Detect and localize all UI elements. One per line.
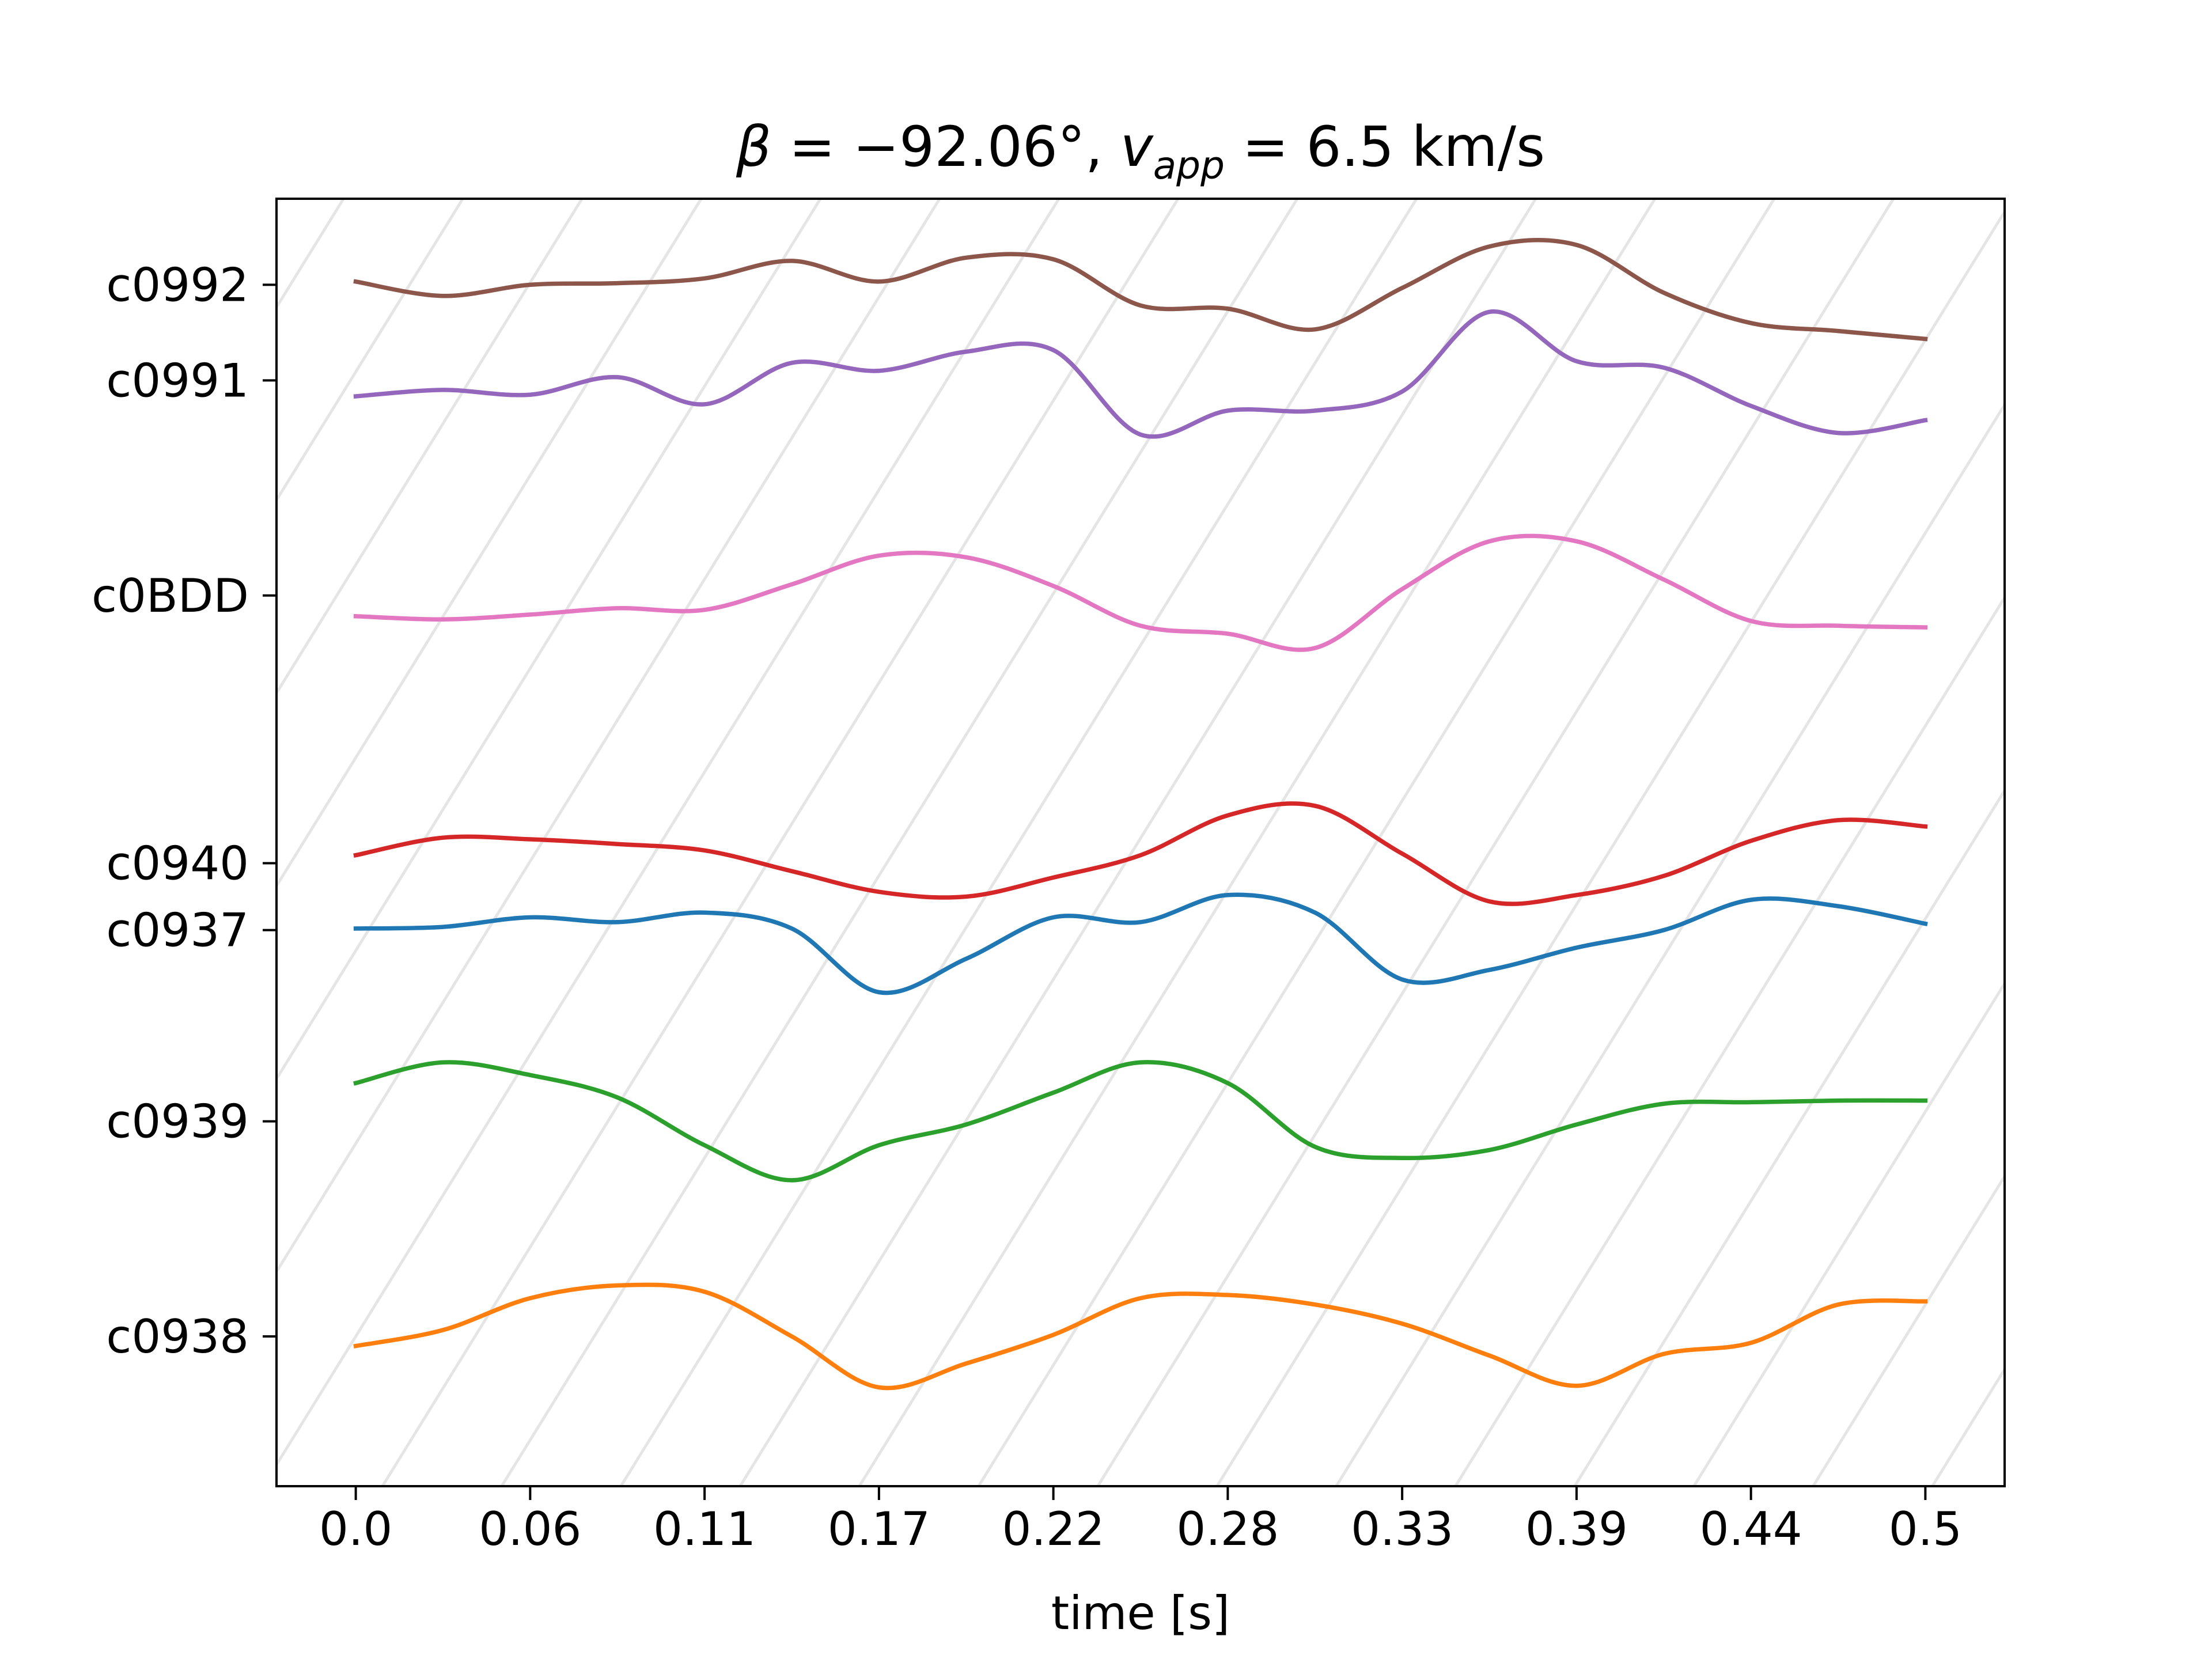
series-line-5 [353,238,1928,342]
series-line-3 [353,801,1928,906]
guide-line [858,199,1657,1486]
guide-line [1692,980,2005,1486]
y-tick-label: c0939 [106,1095,249,1149]
x-axis-ticks: 0.0 0.06 0.11 0.17 0.22 0.28 0.33 0.39 0.44 0.5 [319,1486,1962,1556]
x-tick-label: 0.22 [1002,1502,1105,1556]
x-tick-label: 0.44 [1700,1502,1802,1556]
guide-line [2171,199,2212,1486]
guide-line [619,199,1418,1486]
guide-line [0,199,105,1486]
y-tick-label: c0992 [106,258,249,312]
guide-line [1215,209,2005,1486]
y-tick-label: c0940 [106,836,249,890]
guide-line [276,199,703,889]
guide-line [1573,787,2005,1486]
guide-line [276,199,584,696]
x-tick-label: 0.0 [319,1502,392,1556]
x-tick-label: 0.11 [653,1502,756,1556]
y-tick-label: c0938 [106,1310,249,1363]
guide-line [381,199,1180,1486]
guide-line [1931,1366,2005,1486]
guide-lines [0,199,2212,1486]
guide-line [276,199,1060,1468]
series-group [353,238,1928,1391]
series-line-6 [353,533,1928,652]
y-tick-label: c0991 [106,354,249,407]
guide-line [1812,1173,2005,1486]
guide-line [276,199,464,503]
series-line-2 [353,1060,1928,1183]
guide-line [1454,594,2005,1486]
guide-line [1096,199,1895,1486]
series-line-1 [353,1282,1928,1391]
plot-frame [275,198,2006,1487]
y-axis-ticks: c0938 c0939 c0937 c0940 c0BDD c0991 c0992 [92,258,276,1363]
guide-line [2052,199,2212,1486]
chart-title: β = −92.06°, vapp = 6.5 km/s [736,115,1545,188]
x-tick-label: 0.28 [1176,1502,1279,1556]
y-tick-label: c0937 [106,904,249,957]
guide-line [738,199,1537,1486]
x-tick-label: 0.39 [1525,1502,1628,1556]
guide-line [1335,402,2005,1486]
series-line-4 [353,309,1928,439]
y-tick-label: c0BDD [92,569,249,623]
x-tick-label: 0.33 [1351,1502,1453,1556]
guide-line [977,199,1776,1486]
x-tick-label: 0.17 [828,1502,930,1556]
x-axis-label: time [s] [1051,1586,1230,1640]
x-tick-label: 0.06 [479,1502,581,1556]
series-line-0 [353,892,1928,995]
guide-line [500,199,1299,1486]
x-tick-label: 0.5 [1889,1502,1962,1556]
